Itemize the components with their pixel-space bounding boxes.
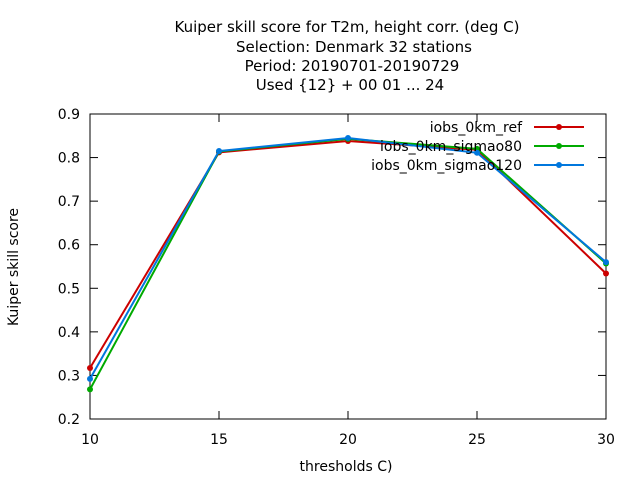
x-axis-label: thresholds C) [300, 459, 393, 475]
x-axis: 10 15 20 25 30 [81, 114, 615, 448]
y-tick-label: 0.5 [58, 281, 80, 297]
x-tick-label: 15 [210, 432, 228, 448]
series-iobs_0km_sigmao80 [87, 135, 609, 393]
data-point [87, 386, 93, 393]
data-point [474, 149, 480, 156]
data-point [216, 148, 222, 155]
series-group [87, 134, 609, 393]
data-point [87, 365, 93, 372]
title-line-2: Selection: Denmark 32 stations [236, 38, 472, 56]
x-tick-label: 10 [81, 432, 99, 448]
legend-marker [556, 143, 562, 149]
legend-label: iobs_0km_sigmao80 [380, 139, 522, 155]
legend-label: iobs_0km_sigmao120 [371, 158, 522, 174]
series-line [89, 140, 607, 369]
y-tick-label: 0.3 [58, 368, 80, 384]
title-line-3: Period: 20190701-20190729 [245, 57, 460, 75]
series-line [89, 137, 607, 390]
legend-marker [556, 162, 562, 168]
plot-frame [89, 113, 607, 420]
y-tick-label: 0.4 [58, 325, 80, 341]
y-tick-label: 0.2 [58, 412, 80, 428]
y-tick-label: 0.6 [58, 238, 80, 254]
legend-label: iobs_0km_ref [430, 120, 523, 136]
y-axis-label: Kuiper skill score [6, 208, 22, 326]
x-tick-label: 25 [468, 432, 486, 448]
data-point [345, 134, 351, 141]
y-tick-label: 0.9 [58, 107, 80, 123]
y-tick-label: 0.8 [58, 151, 80, 167]
series-line [89, 136, 607, 380]
title-line-1: Kuiper skill score for T2m, height corr.… [175, 18, 520, 36]
chart-title: Kuiper skill score for T2m, height corr.… [175, 18, 520, 94]
data-point [603, 270, 609, 277]
legend: iobs_0km_ref iobs_0km_sigmao80 iobs_0km_si… [371, 120, 584, 174]
series-iobs_0km_ref [87, 138, 609, 372]
y-tick-label: 0.7 [58, 194, 80, 210]
legend-marker [556, 124, 562, 130]
x-tick-label: 20 [339, 432, 357, 448]
data-point [87, 375, 93, 382]
data-point [603, 259, 609, 266]
series-iobs_0km_sigmao120 [87, 134, 609, 382]
title-line-4: Used {12} + 00 01 ... 24 [256, 76, 444, 94]
x-tick-label: 30 [597, 432, 615, 448]
y-axis: 0.2 0.3 0.4 0.5 0.6 0.7 0.8 0.9 [58, 107, 606, 428]
